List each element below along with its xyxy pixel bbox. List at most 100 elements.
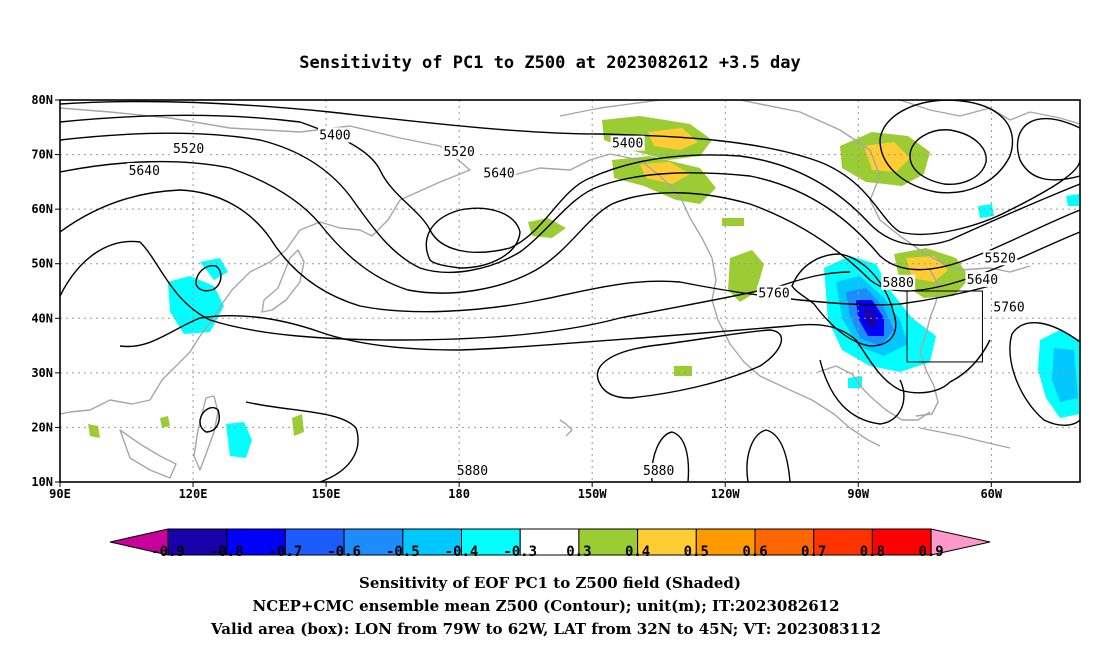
map-frame xyxy=(59,99,1081,483)
colorbar-label: 0.3 xyxy=(566,544,591,560)
contour-line xyxy=(879,100,1014,194)
graticule xyxy=(60,100,1080,482)
contour-label: 5640 xyxy=(967,273,998,288)
colorbar-label: 0.5 xyxy=(684,544,709,560)
positive-patch xyxy=(640,162,690,184)
contour-line xyxy=(60,160,1080,294)
colorbar-label: -0.3 xyxy=(503,544,537,560)
lat-tick-label: 20N xyxy=(31,420,53,434)
contour-label-bg xyxy=(757,285,791,301)
contour-line xyxy=(425,207,521,269)
map-area: 5400 5520 5640 5760 5760 5880 5520 5640 5760 5880… xyxy=(0,100,1080,482)
contour-line xyxy=(791,253,897,347)
lon-tick-label: 150E xyxy=(312,487,341,501)
colorbar-label: -0.4 xyxy=(445,544,479,560)
contour-label-bg xyxy=(610,135,645,151)
coastlines xyxy=(60,100,1080,479)
coastline xyxy=(915,269,939,417)
colorbar-swatch xyxy=(343,528,404,556)
colorbar-label: 0.6 xyxy=(742,544,767,560)
contour-label-bg xyxy=(442,143,477,159)
positive-patch xyxy=(160,416,170,428)
coastline xyxy=(60,107,471,415)
positive-patch xyxy=(648,128,698,150)
lat-tick-label: 60N xyxy=(31,202,53,216)
coastline xyxy=(261,249,305,313)
contour-label-bg xyxy=(983,250,1018,266)
colorbar-swatch xyxy=(284,528,345,556)
coastline xyxy=(899,100,1080,125)
contour-label: 5520 xyxy=(985,251,1016,266)
caption-line-2: NCEP+CMC ensemble mean Z500 (Contour); u… xyxy=(253,597,840,615)
lon-tick-label: 120W xyxy=(711,487,741,501)
contour-label-bg xyxy=(317,127,352,143)
coastline xyxy=(919,427,1011,449)
contour-label: 5760 xyxy=(993,300,1024,315)
colorbar-swatch xyxy=(871,528,932,556)
lon-tick-label: 60W xyxy=(980,487,1002,501)
contour-line xyxy=(596,329,783,399)
contour-label: 5400 xyxy=(319,128,350,143)
contour-line xyxy=(119,314,991,394)
colorbar: -0.9 -0.8 -0.7 -0.6 -0.5 -0.4 -0.3 0.3 0.4 0.5 0.6… xyxy=(109,528,991,560)
colorbar-label: 0.7 xyxy=(801,544,826,560)
lon-tick-label: 150W xyxy=(578,487,608,501)
lon-tick-label: 90W xyxy=(847,487,869,501)
contour-label-bg xyxy=(641,463,676,479)
lat-tick-label: 70N xyxy=(31,148,53,162)
contour-line xyxy=(60,240,851,341)
contour-label-bg xyxy=(881,274,916,290)
colorbar-label: -0.5 xyxy=(386,544,420,560)
negative-patch xyxy=(1052,348,1078,402)
contour-line xyxy=(60,114,1080,254)
contour-line xyxy=(746,429,791,482)
colorbar-label: -0.9 xyxy=(151,544,185,560)
figure-title: Sensitivity of PC1 to Z500 at 2023082612… xyxy=(299,53,801,73)
negative-patch xyxy=(848,376,862,388)
contour-line xyxy=(1009,322,1080,426)
contour-label: 5880 xyxy=(643,464,674,479)
colorbar-label: 0.8 xyxy=(860,544,885,560)
contour-label: 5760 xyxy=(758,287,789,302)
contour-label: 5880 xyxy=(883,276,914,291)
contour-label: 5760 xyxy=(0,186,18,201)
coastline xyxy=(817,365,931,421)
contour-label: 5880 xyxy=(457,464,488,479)
colorbar-label: -0.7 xyxy=(269,544,303,560)
contour-line xyxy=(819,359,905,425)
colorbar-label: 0.9 xyxy=(918,544,943,560)
contour-line xyxy=(60,100,1080,236)
contour-line xyxy=(909,129,987,185)
contour-line xyxy=(199,406,220,433)
contour-label: 5880 xyxy=(0,399,5,414)
colorbar-swatch xyxy=(813,528,873,556)
contour-label-bg xyxy=(0,398,6,413)
valid-area-box xyxy=(906,290,983,363)
contour-line xyxy=(245,401,359,482)
contour-label: 5400 xyxy=(612,137,643,152)
contour-label-bg xyxy=(455,463,490,479)
colorbar-label: 0.4 xyxy=(625,544,650,560)
colorbar-swatch xyxy=(226,528,286,556)
contour-label: 5640 xyxy=(129,164,160,179)
positive-patch xyxy=(674,366,692,376)
contour-labels: 5400 5520 5640 5760 5760 5880 5520 5640 5760 5880… xyxy=(0,127,1027,479)
coastline xyxy=(119,429,177,479)
contour-line xyxy=(651,431,690,482)
contour-label-bg xyxy=(127,162,162,178)
lon-tick-label: 90E xyxy=(49,487,71,501)
positive-patch xyxy=(88,424,100,438)
latitude-axis: 80N 70N 60N 50N 40N 30N 20N 10N xyxy=(31,93,60,489)
colorbar-high-arrow xyxy=(930,528,991,556)
contour-label: 5640 xyxy=(483,167,514,182)
contour-label-bg xyxy=(965,272,1000,288)
positive-patch xyxy=(728,250,764,302)
lat-tick-label: 10N xyxy=(31,475,53,489)
lon-tick-label: 180 xyxy=(448,487,470,501)
positive-patch xyxy=(292,414,304,436)
contour-label-bg xyxy=(992,299,1027,315)
contour-line xyxy=(1016,117,1080,181)
lat-tick-label: 50N xyxy=(31,257,53,271)
colorbar-swatch xyxy=(695,528,756,556)
lat-tick-label: 80N xyxy=(31,93,53,107)
